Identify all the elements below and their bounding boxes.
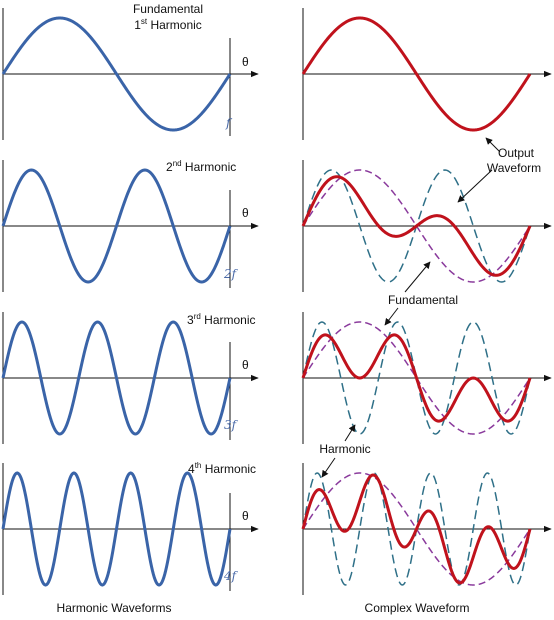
harmonic-wave-3: [1, 320, 232, 436]
fundamental-title-line2: 1st Harmonic: [134, 17, 202, 32]
freq-label-2f: 2f: [223, 267, 239, 281]
output-waveform: [301, 473, 532, 585]
freq-label-3f: 3f: [224, 418, 239, 432]
harmonic-row-3: [1, 312, 259, 444]
output-waveform: [301, 333, 532, 423]
caption-harmonic-waveforms: Harmonic Waveforms: [57, 601, 172, 615]
complex-row-1: [301, 8, 552, 140]
fundamental-arrow-down: [384, 307, 399, 326]
output-arrow-1: [485, 137, 501, 153]
harmonic-wave-2: [1, 168, 232, 284]
complex-waveform-panel: [301, 8, 552, 595]
harmonic-arrow-up: [344, 424, 356, 442]
theta-label-row2: θ: [242, 206, 249, 220]
output-waveform-label-line1: Output: [498, 146, 535, 160]
fundamental-arrow-up: [404, 261, 431, 293]
output-waveform-label-line2: Waveform: [487, 161, 541, 175]
harmonic-dashed-wave: [302, 321, 531, 435]
theta-label-row1: θ: [242, 55, 249, 69]
fourth-harmonic-title: 4th Harmonic: [188, 461, 256, 476]
harmonic-label: Harmonic: [319, 442, 370, 456]
harmonic-waveforms-panel: [1, 8, 259, 595]
fundamental-title-line1: Fundamental: [133, 2, 203, 16]
output-arrow-2: [457, 169, 493, 203]
output-waveform: [301, 175, 532, 277]
caption-complex-waveform: Complex Waveform: [365, 601, 470, 615]
theta-label-row4: θ: [242, 509, 249, 523]
complex-row-3: [301, 312, 552, 444]
harmonic-row-4: [1, 463, 259, 595]
output-waveform: [301, 16, 532, 132]
third-harmonic-title: 3rd Harmonic: [187, 312, 256, 327]
second-harmonic-title: 2nd Harmonic: [166, 159, 236, 174]
harmonic-row-2: [1, 160, 259, 292]
fundamental-label: Fundamental: [388, 293, 458, 307]
theta-label-row3: θ: [242, 358, 249, 372]
complex-row-4: [301, 463, 552, 595]
freq-label-f: f: [225, 116, 233, 130]
freq-label-4f: 4f: [223, 569, 239, 583]
complex-row-2: [301, 160, 552, 292]
harmonic-wave-4: [1, 471, 232, 587]
harmonic-arrow-down: [321, 457, 336, 478]
harmonic-row-1: [1, 8, 259, 140]
harmonic-wave-1: [1, 16, 232, 132]
